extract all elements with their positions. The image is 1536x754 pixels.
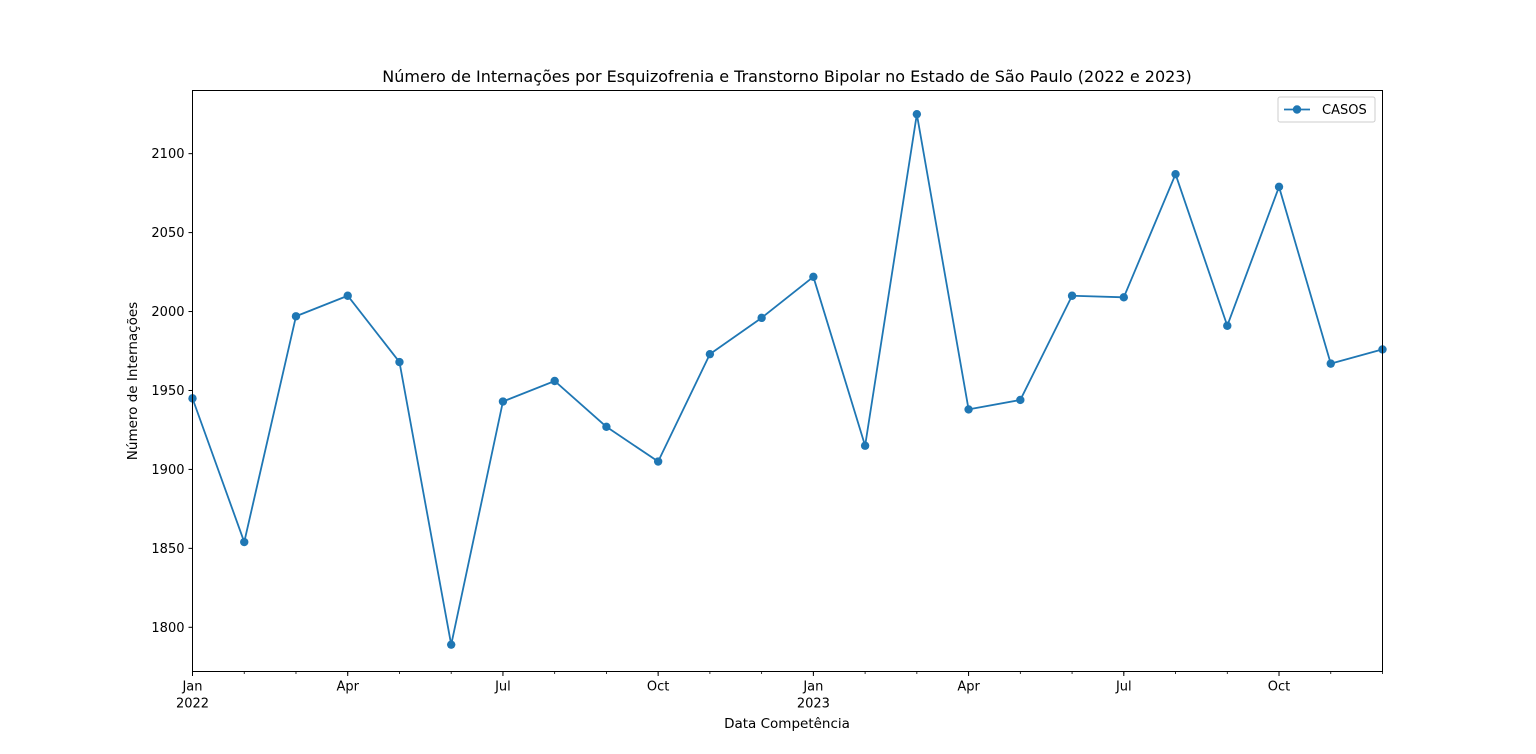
x-tick-label: Apr: [336, 680, 359, 695]
chart-title: Número de Internações por Esquizofrenia …: [382, 67, 1191, 86]
data-point: [705, 349, 715, 359]
series-layer: [188, 109, 1387, 649]
x-tick-label: Jan: [802, 680, 823, 695]
y-tick-label: 2000: [151, 305, 184, 320]
data-point: [1016, 395, 1025, 405]
data-point: [395, 357, 404, 367]
y-axis-label: Número de Internações: [125, 302, 141, 460]
y-tick-label: 1900: [151, 463, 184, 478]
y-tick-label: 2100: [151, 147, 184, 162]
series-line-casos: [191, 113, 1383, 646]
data-point: [498, 397, 508, 406]
x-tick-label: Jul: [1115, 680, 1132, 695]
x-tick-label: Oct: [1268, 680, 1290, 695]
data-point: [240, 537, 249, 547]
x-tick-label: Apr: [957, 680, 980, 695]
plot-frame: [192, 90, 1383, 672]
data-point: [860, 441, 870, 450]
data-point: [1223, 321, 1232, 330]
legend-marker-swatch: [1292, 105, 1302, 114]
data-point: [446, 640, 456, 649]
x-tick-year-label: 2023: [797, 697, 830, 712]
x-tick-year-label: 2022: [176, 697, 209, 712]
data-point: [550, 376, 559, 386]
data-point: [291, 312, 301, 321]
x-tick-label: Jul: [494, 680, 511, 695]
data-point: [602, 422, 611, 431]
x-axis-label: Data Competência: [724, 716, 850, 732]
data-point: [964, 405, 973, 414]
x-tick-label: Jan: [181, 680, 202, 695]
data-point: [912, 109, 922, 119]
y-tick-label: 2050: [151, 226, 184, 241]
y-tick-label: 1950: [151, 384, 184, 399]
axis-ticks: 1800 1850 1900 1950 2000 2050 2100 Jan 2022 Apr Ju…: [151, 147, 1383, 712]
data-point: [1119, 293, 1129, 302]
data-point: [1326, 359, 1335, 368]
legend-box: [1277, 96, 1376, 123]
x-tick-label: Oct: [647, 680, 669, 695]
data-point: [809, 272, 818, 281]
y-tick-label: 1850: [151, 542, 184, 557]
data-point: [653, 457, 663, 466]
legend: CASOS: [1277, 96, 1376, 123]
y-tick-label: 1800: [151, 621, 184, 636]
data-point: [343, 291, 352, 300]
data-point: [1067, 291, 1077, 300]
data-point: [1274, 182, 1284, 192]
legend-entry-casos: CASOS: [1322, 103, 1367, 118]
data-point: [1171, 169, 1180, 179]
data-point: [757, 313, 766, 323]
